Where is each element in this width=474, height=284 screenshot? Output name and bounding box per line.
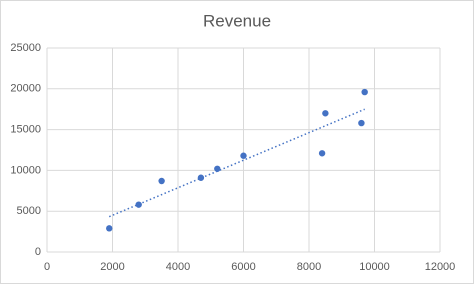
- point: [214, 165, 221, 172]
- y-tick-label: 25000: [10, 42, 41, 54]
- y-tick-label: 5000: [17, 205, 41, 217]
- point: [361, 88, 368, 96]
- chart-title: Revenue: [203, 11, 271, 30]
- point: [322, 110, 329, 117]
- x-tick-label: 6000: [231, 261, 255, 273]
- y-tick-label: 10000: [10, 164, 41, 176]
- x-tick-label: 8000: [297, 261, 321, 273]
- x-tick-label: 10000: [359, 261, 390, 273]
- point: [358, 119, 365, 127]
- x-tick-label: 0: [44, 261, 50, 273]
- x-tick-label: 12000: [425, 261, 456, 273]
- y-tick-label: 0: [35, 246, 41, 258]
- x-tick-label: 4000: [166, 261, 190, 273]
- y-tick-label: 20000: [10, 83, 41, 95]
- point: [158, 177, 165, 185]
- y-tick-label: 15000: [10, 124, 41, 136]
- point: [240, 152, 247, 159]
- x-tick-label: 2000: [100, 261, 124, 273]
- point: [318, 150, 326, 157]
- point: [197, 174, 205, 181]
- point: [135, 201, 142, 208]
- point: [106, 225, 113, 232]
